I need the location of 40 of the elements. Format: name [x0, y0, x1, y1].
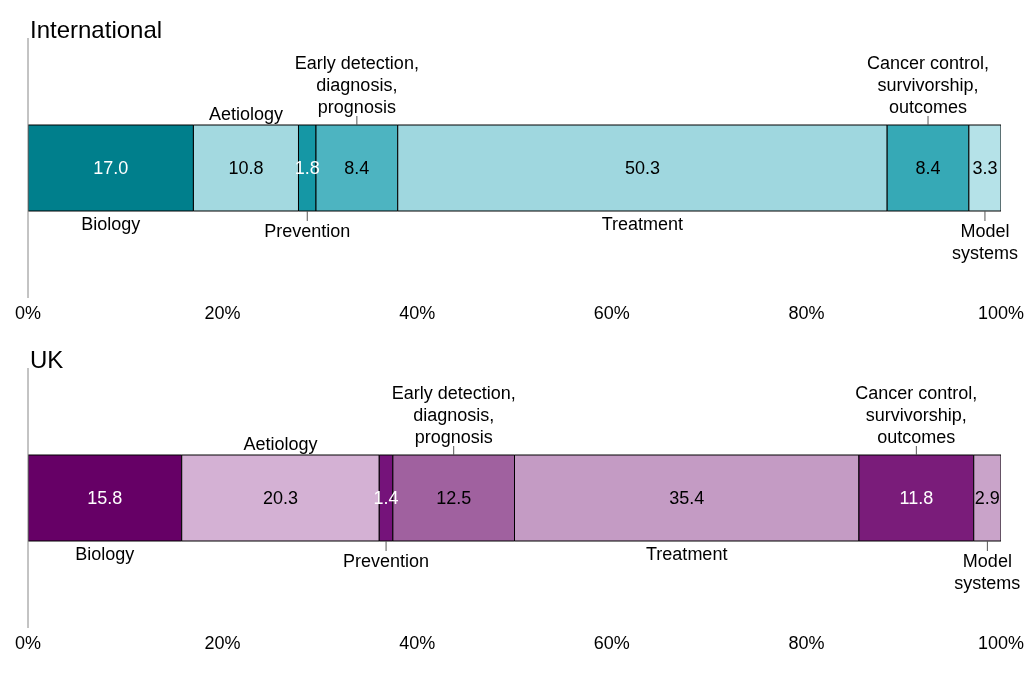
- data-label: 12.5: [436, 488, 472, 508]
- x-tick-label: 20%: [204, 302, 241, 323]
- series-label: Model systems: [954, 551, 1021, 593]
- series-label: Biology: [75, 544, 135, 564]
- x-tick-label: 60%: [593, 632, 630, 653]
- x-tick-label: 80%: [788, 632, 825, 653]
- chart-title: International: [30, 16, 163, 44]
- data-label: 2.9: [974, 488, 1000, 508]
- data-label: 15.8: [87, 488, 123, 508]
- data-label: 10.8: [228, 158, 264, 178]
- series-label: Early detection, diagnosis, prognosis: [391, 383, 516, 447]
- x-tick-label: 0%: [14, 632, 42, 653]
- x-tick-label: 40%: [399, 632, 436, 653]
- series-label: Treatment: [601, 214, 684, 234]
- series-label: Cancer control, survivorship, outcomes: [866, 53, 990, 117]
- data-label: 50.3: [624, 158, 660, 178]
- x-tick-label: 80%: [788, 302, 825, 323]
- x-tick-label: 0%: [14, 302, 42, 323]
- series-label: Prevention: [264, 221, 351, 241]
- series-label: Cancer control, survivorship, outcomes: [855, 383, 978, 447]
- x-tick-label: 20%: [204, 632, 241, 653]
- data-label: 3.3: [972, 158, 998, 178]
- chart-title: UK: [30, 346, 64, 374]
- x-tick-label: 100%: [977, 302, 1025, 323]
- series-label: Aetiology: [243, 434, 318, 454]
- x-tick-label: 100%: [977, 632, 1025, 653]
- data-label: 20.3: [262, 488, 299, 508]
- series-label: Prevention: [343, 551, 430, 571]
- data-label: 17.0: [93, 158, 129, 178]
- x-tick-label: 60%: [593, 302, 630, 323]
- data-label: 8.4: [344, 158, 370, 178]
- series-label: Treatment: [646, 544, 728, 564]
- series-label: Aetiology: [208, 104, 283, 124]
- data-label: 35.4: [669, 488, 705, 508]
- x-tick-label: 40%: [399, 302, 436, 323]
- data-label: 11.8: [899, 488, 934, 508]
- series-label: Early detection, diagnosis, prognosis: [294, 53, 419, 117]
- series-label: Model systems: [951, 221, 1018, 263]
- series-label: Biology: [81, 214, 141, 234]
- data-label: 8.4: [915, 158, 941, 178]
